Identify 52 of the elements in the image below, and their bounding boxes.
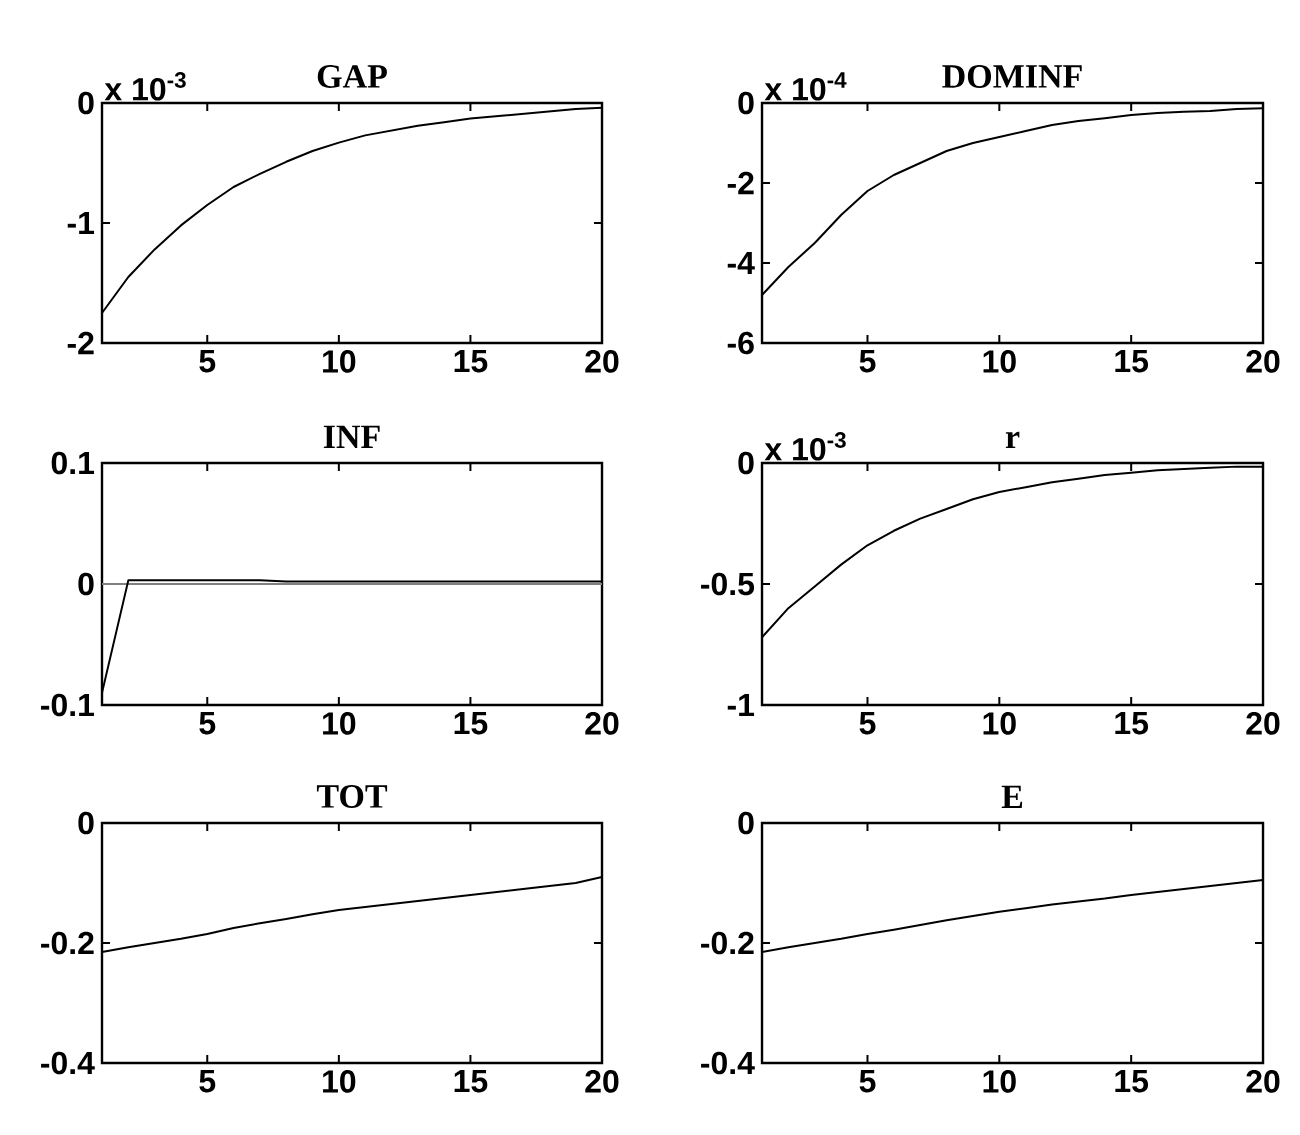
y-tick-label: 0 xyxy=(78,811,94,835)
x-tick-label: 10 xyxy=(323,350,356,373)
chart-title: GAP xyxy=(317,65,387,88)
y-tick-label: -0.4 xyxy=(701,1051,755,1075)
y-tick-label: 0 xyxy=(78,91,94,115)
x-tick-label: 15 xyxy=(1115,1070,1149,1093)
x-tick-label: 15 xyxy=(454,712,488,735)
x-tick-label: 15 xyxy=(454,1070,488,1093)
y-tick-label: -0.4 xyxy=(41,1051,95,1075)
y-tick-label: -0.2 xyxy=(701,931,754,955)
x-tick-label: 15 xyxy=(1115,350,1149,373)
y-tick-label: 0 xyxy=(738,811,754,835)
x-tick-label: 5 xyxy=(859,1070,876,1093)
x-tick-label: 5 xyxy=(199,712,216,735)
x-tick-label: 10 xyxy=(983,1070,1016,1093)
y-tick-label: -0.1 xyxy=(41,693,95,717)
y-tick-label: -4 xyxy=(727,251,755,274)
x-tick-label: 15 xyxy=(1115,712,1149,735)
text: x 10$^{-4}$ xyxy=(764,72,847,101)
chart-title: TOT xyxy=(316,785,388,808)
text: x 10$^{-3}$ xyxy=(104,72,186,101)
y-tick-label: -0.2 xyxy=(41,931,94,955)
y-tick-label: 0 xyxy=(738,451,754,475)
y-tick-label: -6 xyxy=(727,331,754,355)
x-tick-label: 20 xyxy=(1246,1070,1280,1093)
y-tick-label: 0 xyxy=(78,572,94,596)
y-tick-label: -1 xyxy=(67,211,95,234)
x-tick-label: 20 xyxy=(1246,712,1280,735)
text: x 10$^{-3}$ xyxy=(764,432,846,461)
x-tick-label: 15 xyxy=(454,350,488,373)
x-tick-label: 5 xyxy=(859,712,876,735)
y-tick-label: -0.5 xyxy=(701,572,755,596)
y-tick-label: -2 xyxy=(727,171,754,195)
x-tick-label: 20 xyxy=(1246,350,1280,373)
x-tick-label: 10 xyxy=(983,350,1016,373)
x-tick-label: 20 xyxy=(585,350,619,373)
chart-title: INF xyxy=(323,425,380,448)
x-tick-label: 5 xyxy=(199,350,216,373)
chart-title: r xyxy=(1005,431,1020,448)
y-tick-label: 0.1 xyxy=(51,451,95,475)
chart-title: DOMINF xyxy=(942,65,1082,88)
x-tick-label: 10 xyxy=(983,712,1016,735)
chart-title: E xyxy=(1001,785,1023,808)
x-tick-label: 5 xyxy=(859,350,876,373)
x-tick-label: 20 xyxy=(585,712,619,735)
x-tick-label: 20 xyxy=(585,1070,619,1093)
x-tick-label: 10 xyxy=(323,1070,356,1093)
x-tick-label: 5 xyxy=(199,1070,216,1093)
x-tick-label: 10 xyxy=(323,712,356,735)
y-tick-label: -1 xyxy=(727,693,755,716)
y-tick-label: 0 xyxy=(738,91,754,115)
y-tick-label: -2 xyxy=(67,331,94,355)
